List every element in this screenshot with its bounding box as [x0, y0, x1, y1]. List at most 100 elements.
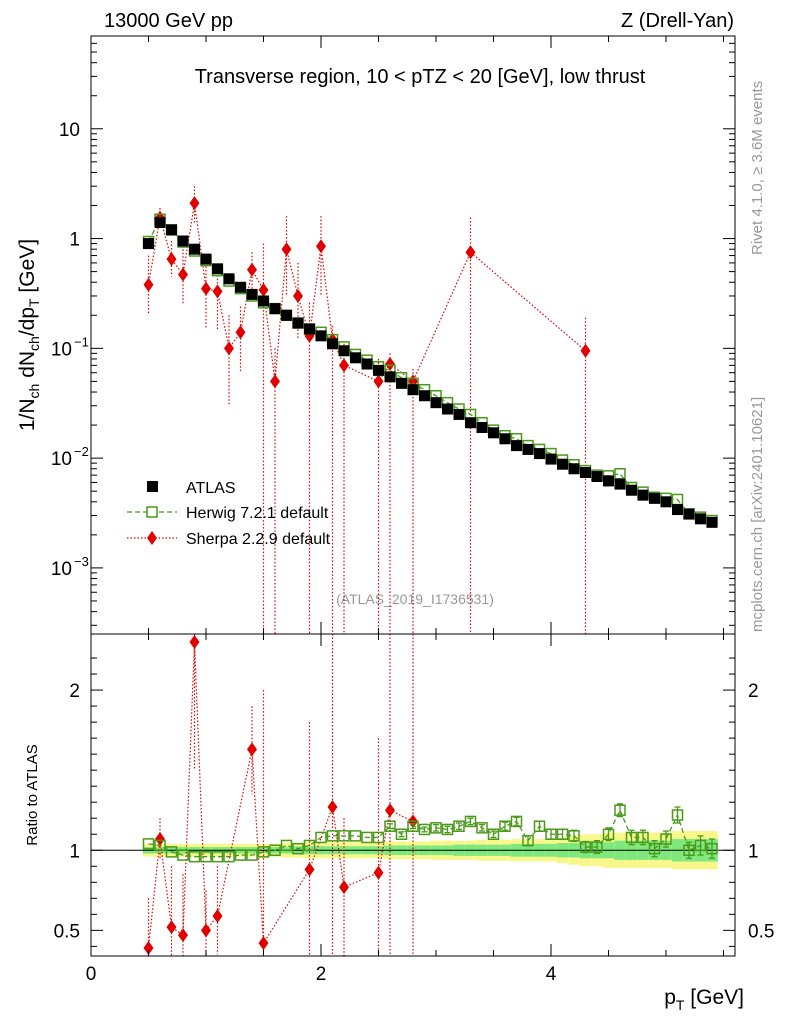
main-sherpa-point — [166, 252, 177, 267]
plot-title: Transverse region, 10 < pTZ < 20 [GeV], … — [195, 66, 646, 88]
ratio-y-tick-label-right: 1 — [748, 841, 759, 862]
main-atlas-point — [373, 364, 384, 376]
ratio-herwig-point — [154, 839, 166, 852]
ratio-sherpa-point — [327, 800, 338, 815]
main-atlas-point — [706, 516, 718, 528]
main-sherpa-point — [293, 288, 303, 303]
main-atlas-point — [672, 504, 683, 516]
main-atlas-point — [235, 281, 246, 293]
main-sherpa-point — [201, 281, 211, 296]
ratio-herwig-point — [568, 830, 580, 842]
main-sherpa-point — [281, 242, 292, 257]
main-y-tick-label: 10 — [51, 449, 72, 470]
ratio-herwig-point — [338, 830, 350, 842]
ratio-herwig-point — [556, 828, 569, 840]
ratio-herwig-point — [614, 804, 626, 816]
main-y-tick-exponent: −2 — [74, 444, 89, 459]
main-atlas-point — [499, 433, 511, 445]
main-atlas-point — [683, 508, 695, 520]
ratio-y-tick-label: 0.5 — [54, 921, 80, 942]
ratio-herwig-point — [280, 839, 293, 852]
main-atlas-point — [338, 345, 350, 357]
ratio-herwig-point — [257, 846, 270, 858]
ratio-herwig-point — [223, 850, 235, 863]
ratio-x-tick-label: 2 — [316, 964, 327, 985]
ratio-sherpa-point — [201, 923, 211, 938]
ratio-herwig-point — [648, 842, 661, 855]
main-y-tick-label: 10 — [51, 559, 72, 580]
ratio-sherpa-point — [178, 928, 188, 943]
ratio-y-tick-label-right: 2 — [748, 681, 759, 702]
main-sherpa-point — [270, 374, 280, 389]
main-sherpa-point — [212, 284, 223, 299]
main-atlas-point — [419, 390, 430, 402]
ratio-herwig-point — [487, 828, 500, 840]
legend-herwig: Herwig 7.2.1 default — [127, 505, 329, 522]
main-atlas-point — [522, 443, 534, 455]
ratio-herwig-point — [372, 831, 385, 844]
main-atlas-point — [143, 238, 154, 250]
header-left: 13000 GeV pp — [104, 10, 233, 32]
main-atlas-point — [476, 422, 488, 434]
main-atlas-point — [557, 458, 568, 470]
ratio-herwig-point — [384, 820, 396, 832]
y-axis-label-ratio: Ratio to ATLAS — [24, 744, 41, 845]
main-atlas-point — [200, 253, 212, 265]
ratio-herwig-point — [200, 850, 212, 863]
main-atlas-point — [534, 448, 545, 460]
ratio-herwig-point — [418, 823, 431, 836]
ratio-herwig-point — [579, 841, 592, 853]
ratio-herwig-point — [349, 830, 362, 842]
main-sherpa-point — [224, 341, 234, 356]
main-atlas-point — [154, 217, 166, 229]
ratio-sherpa-point — [373, 865, 384, 880]
main-sherpa-point — [189, 196, 200, 211]
ratio-herwig-point — [211, 850, 224, 863]
watermark: (ATLAS_2019_I1736531) — [336, 591, 494, 607]
ratio-herwig-point — [706, 842, 718, 855]
main-atlas-point — [292, 317, 304, 329]
ratio-herwig-point — [510, 815, 523, 828]
ratio-herwig-point — [441, 823, 454, 836]
main-atlas-point — [545, 453, 557, 465]
ratio-herwig-point — [326, 830, 339, 842]
main-sherpa-point — [178, 267, 188, 282]
x-axis-label: pT [GeV] — [664, 986, 744, 1013]
ratio-herwig-point — [361, 831, 373, 844]
ratio-herwig-point — [234, 849, 247, 861]
ratio-sherpa-point — [247, 742, 257, 757]
main-sherpa-point — [143, 277, 154, 292]
main-herwig-series — [142, 213, 718, 527]
rivet-label: Rivet 4.1.0, ≥ 3.6M events — [749, 81, 766, 255]
ratio-herwig-point — [407, 820, 419, 832]
main-atlas-point — [660, 496, 672, 508]
main-atlas-point — [212, 263, 223, 275]
main-y-tick-exponent: −1 — [74, 334, 89, 349]
legend-herwig-marker — [146, 506, 158, 518]
main-atlas-point — [189, 243, 200, 255]
ratio-herwig-point — [142, 838, 155, 850]
header-right: Z (Drell-Yan) — [621, 10, 734, 32]
ratio-y-tick-label: 1 — [69, 841, 80, 862]
ratio-herwig-point — [683, 844, 695, 857]
ratio-herwig-series — [142, 803, 718, 863]
ratio-herwig-point — [303, 839, 316, 852]
ratio-herwig-point — [395, 828, 408, 840]
main-atlas-point — [568, 463, 580, 475]
main-atlas-point — [258, 295, 269, 307]
legend-atlas-marker — [147, 481, 158, 492]
main-atlas-point — [511, 440, 522, 452]
main-atlas-point — [177, 235, 189, 247]
main-atlas-point — [649, 492, 660, 504]
main-y-tick-label: 1 — [69, 230, 80, 251]
ratio-herwig-point — [246, 849, 258, 861]
ratio-herwig-point — [522, 834, 534, 847]
main-y-tick-exponent: −3 — [74, 554, 89, 569]
main-sherpa-point — [580, 343, 591, 358]
ratio-herwig-point — [545, 828, 557, 840]
main-y-tick-label: 10 — [59, 120, 80, 141]
ratio-herwig-point — [453, 820, 465, 832]
main-atlas-point — [269, 303, 281, 315]
